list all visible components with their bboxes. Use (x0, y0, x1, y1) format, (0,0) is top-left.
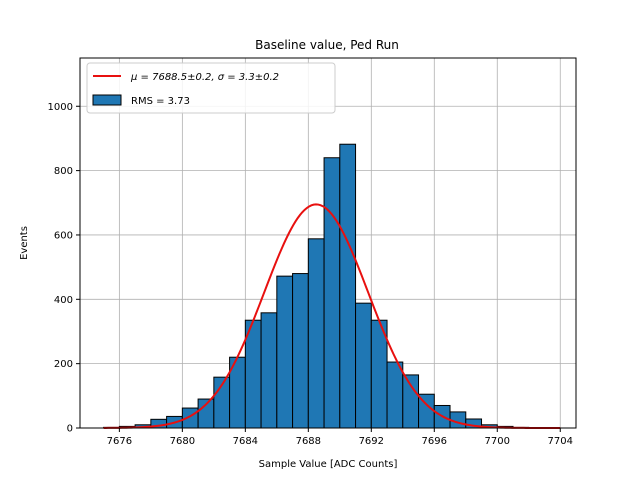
x-tick-label: 7676 (107, 436, 132, 447)
histogram-bars (103, 143, 546, 429)
y-tick-label: 800 (54, 166, 73, 177)
x-tick-label: 7680 (170, 436, 195, 447)
histogram-bar (323, 157, 341, 429)
y-axis-label: Events (19, 226, 30, 260)
x-tick-label: 7704 (548, 436, 573, 447)
y-tick-label: 400 (54, 295, 73, 306)
y-tick-label: 200 (54, 359, 73, 370)
histogram-bar (276, 275, 294, 429)
y-tick-label: 0 (67, 424, 73, 435)
x-axis-ticks: 7676 7680 7684 7688 7692 7696 7700 7704 (107, 428, 573, 447)
legend-fit-label: μ = 7688.5±0.2, σ = 3.3±0.2 (130, 72, 279, 83)
fit-curve-line (103, 203, 561, 429)
chart-title: Baseline value, Ped Run (255, 38, 399, 52)
x-axis-label: Sample Value [ADC Counts] (259, 459, 398, 470)
x-tick-label: 7692 (359, 436, 384, 447)
histogram-bar (386, 361, 404, 429)
histogram-bar (355, 302, 372, 429)
gaussian-fit (103, 203, 561, 429)
y-tick-label: 600 (54, 230, 73, 241)
plot-frame (79, 57, 577, 429)
x-tick-label: 7696 (422, 436, 447, 447)
x-tick-label: 7700 (485, 436, 510, 447)
y-tick-label: 1000 (48, 102, 73, 113)
histogram-bar (307, 238, 325, 429)
histogram-bar (339, 143, 357, 429)
histogram-bar (292, 273, 309, 429)
legend-rms-label: RMS = 3.73 (131, 96, 190, 107)
legend-box (86, 62, 336, 114)
x-tick-label: 7688 (296, 436, 321, 447)
histogram-bar (260, 312, 278, 429)
legend-bar-swatch (92, 94, 122, 106)
histogram-bar (402, 374, 420, 429)
x-tick-label: 7684 (233, 436, 258, 447)
legend: μ = 7688.5±0.2, σ = 3.3±0.2 RMS = 3.73 (86, 62, 336, 114)
y-axis-ticks: 0 200 400 600 800 1000 (48, 102, 80, 435)
